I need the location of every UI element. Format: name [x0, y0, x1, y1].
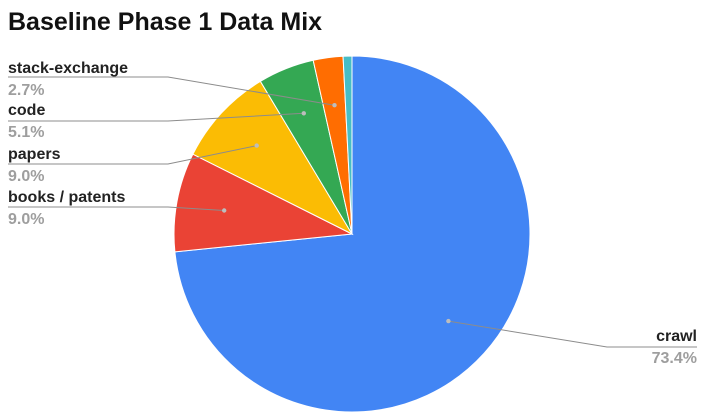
pie-slice-books-patents: [173, 153, 354, 253]
pie-slice-papers: [192, 80, 354, 236]
slice-pct-code: 5.1%: [8, 124, 44, 141]
slice-name-books-patents: books / patents: [8, 189, 125, 206]
leader-dot-code: [301, 111, 306, 116]
slice-pct-papers: 9.0%: [8, 168, 44, 185]
leader-line-papers: [8, 145, 257, 165]
pie-slice-slice-5: [342, 55, 353, 235]
slice-name-crawl: crawl: [656, 328, 697, 345]
leader-line-books-patents: [8, 206, 225, 211]
slice-name-stack-exchange: stack-exchange: [8, 60, 128, 77]
slice-name-code: code: [8, 102, 45, 119]
leader-dot-books-patents: [222, 208, 227, 213]
slice-pct-stack-exchange: 2.7%: [8, 82, 44, 99]
leader-line-crawl: [448, 320, 697, 348]
chart-title: Baseline Phase 1 Data Mix: [8, 8, 322, 36]
slice-name-papers: papers: [8, 146, 61, 163]
pie-slices: [173, 55, 531, 413]
slice-pct-crawl: 73.4%: [652, 350, 697, 367]
leader-line-stack-exchange: [8, 76, 335, 106]
leader-lines: [8, 76, 697, 348]
leader-dot-stack-exchange: [332, 103, 337, 108]
leader-line-code: [8, 112, 304, 122]
slice-pct-books-patents: 9.0%: [8, 211, 44, 228]
leader-dot-papers: [254, 143, 259, 148]
leader-dot-crawl: [446, 318, 451, 324]
